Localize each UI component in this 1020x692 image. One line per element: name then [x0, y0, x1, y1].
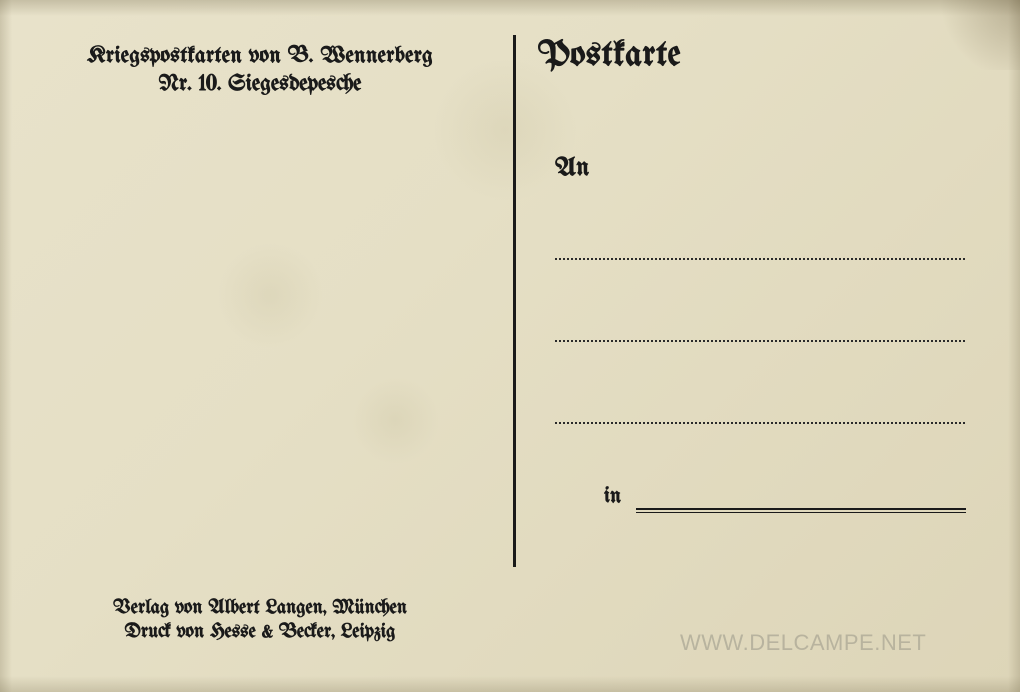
paper-edge [0, 0, 12, 692]
city-underline [636, 508, 966, 510]
series-title: Kriegspostkarten von B. Wennerberg [50, 44, 470, 68]
city-underline [636, 512, 966, 513]
addressee-label: An [555, 155, 589, 182]
paper-edge [0, 0, 1020, 16]
paper-edge [1008, 0, 1020, 692]
publisher-footer: Verlag von Albert Langen, München Druck … [50, 598, 470, 643]
paper-stain [210, 240, 330, 350]
printer-line: Druck von Hesse & Becker, Leipzig [50, 622, 470, 643]
postcard-back: Kriegspostkarten von B. Wennerberg Nr. 1… [0, 0, 1020, 692]
address-dotted-line [555, 340, 965, 342]
watermark-text: WWW.DELCAMPE.NET [680, 630, 926, 656]
address-dotted-line [555, 258, 965, 260]
publisher-line: Verlag von Albert Langen, München [50, 598, 470, 619]
address-dotted-line [555, 422, 965, 424]
series-header: Kriegspostkarten von B. Wennerberg Nr. 1… [50, 44, 470, 96]
postkarte-title: Postkarte [538, 38, 681, 75]
paper-corner-stain [930, 0, 1020, 70]
card-number-title: Nr. 10. Siegesdepesche [50, 72, 470, 96]
paper-stain [345, 375, 445, 465]
paper-edge [0, 676, 1020, 692]
vertical-divider [513, 35, 516, 567]
city-label: in [604, 485, 621, 508]
